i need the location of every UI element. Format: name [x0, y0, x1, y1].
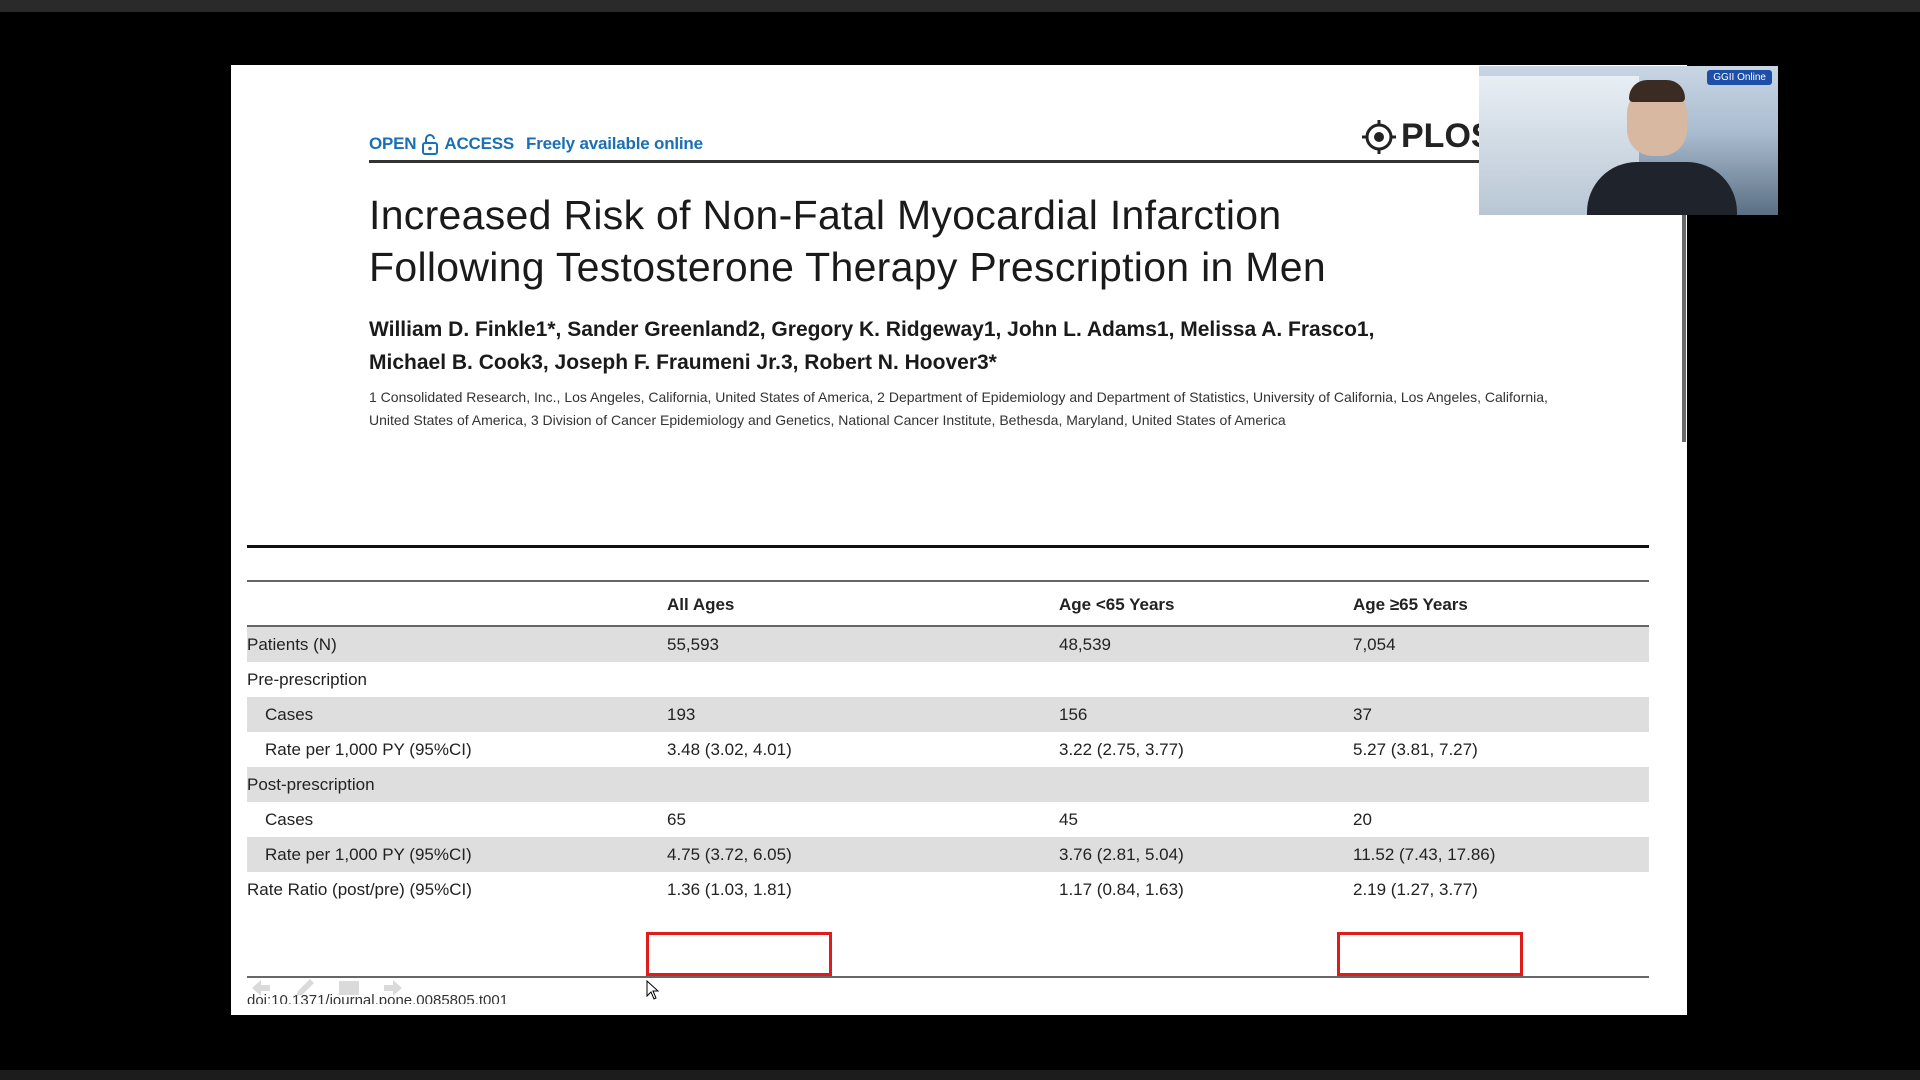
presenter-video[interactable]: GGII Online [1479, 66, 1778, 215]
authors-line-1: William D. Finkle1*, Sander Greenland2, … [369, 318, 1375, 341]
table-header-row: All Ages Age <65 Years Age ≥65 Years [247, 585, 1649, 627]
table-cell: 4.75 (3.72, 6.05) [667, 844, 792, 864]
title-line-1: Increased Risk of Non-Fatal Myocardial I… [369, 192, 1282, 238]
table-cell: 156 [1059, 704, 1088, 724]
highlight-box-age-65-plus [1337, 932, 1523, 976]
open-access-banner: OPEN ACCESS Freely available online [369, 133, 703, 155]
top-bar [0, 0, 1920, 12]
row-label: Cases [265, 809, 314, 829]
row-label: Patients (N) [247, 634, 337, 654]
row-label: Rate per 1,000 PY (95%CI) [265, 844, 472, 864]
table-cell: 11.52 (7.43, 17.86) [1353, 844, 1496, 864]
table-doi: doi:10.1371/journal.pone.0085805.t001 [247, 992, 509, 1004]
table-cell: 3.22 (2.75, 3.77) [1059, 739, 1184, 759]
access-label: ACCESS [444, 134, 515, 153]
table-rule [247, 580, 1649, 582]
table-cell: 1.36 (1.03, 1.81) [667, 879, 792, 899]
freely-available-label: Freely available online [526, 134, 703, 153]
row-label: Pre-prescription [247, 669, 367, 689]
table-cell: 7,054 [1353, 634, 1396, 654]
row-label: Post-prescription [247, 774, 375, 794]
presentation-slide: OPEN ACCESS Freely available online PLOS… [231, 65, 1687, 1015]
table-cell: 2.19 (1.27, 3.77) [1353, 879, 1478, 899]
journal-logo: PLOS [1361, 117, 1494, 156]
table-top-rule [247, 545, 1649, 548]
authors-line-2: Michael B. Cook3, Joseph F. Fraumeni Jr.… [369, 351, 997, 374]
header-all-ages: All Ages [667, 595, 735, 614]
table-row: Cases 65 45 20 [247, 802, 1649, 837]
slides-icon[interactable] [337, 977, 361, 999]
table-row: Rate Ratio (post/pre) (95%CI) 1.36 (1.03… [247, 872, 1649, 907]
bottom-bar [0, 1070, 1920, 1080]
plos-logo-icon [1362, 119, 1396, 154]
table-row: Pre-prescription [247, 662, 1649, 697]
video-badge: GGII Online [1707, 70, 1772, 85]
previous-slide-icon[interactable] [249, 977, 273, 999]
table-cell: 193 [667, 704, 696, 724]
table-row: Patients (N) 55,593 48,539 7,054 [247, 627, 1649, 662]
table-cell: 5.27 (3.81, 7.27) [1353, 739, 1478, 759]
affiliations: 1 Consolidated Research, Inc., Los Angel… [369, 389, 1548, 428]
results-table: All Ages Age <65 Years Age ≥65 Years Pat… [247, 585, 1649, 907]
table-cell: 3.48 (3.02, 4.01) [667, 739, 792, 759]
open-lock-icon [422, 134, 439, 155]
presenter-body [1587, 162, 1737, 215]
table-cell: 65 [667, 809, 686, 829]
highlight-box-all-ages [646, 932, 832, 976]
table-cell: 55,593 [667, 634, 719, 654]
slide-controls [249, 977, 405, 999]
table-row: Rate per 1,000 PY (95%CI) 3.48 (3.02, 4.… [247, 732, 1649, 767]
table-row: Post-prescription [247, 767, 1649, 802]
table-row: Cases 193 156 37 [247, 697, 1649, 732]
header-age-under-65: Age <65 Years [1059, 595, 1175, 614]
row-label: Rate Ratio (post/pre) (95%CI) [247, 879, 472, 899]
header-divider [369, 160, 1509, 163]
presenter-hair [1629, 80, 1685, 102]
table-bottom-rule [247, 976, 1649, 978]
paper-title: Increased Risk of Non-Fatal Myocardial I… [369, 189, 1509, 293]
table-cell: 1.17 (0.84, 1.63) [1059, 879, 1184, 899]
slide-scrollbar[interactable] [1682, 210, 1686, 442]
row-label: Cases [265, 704, 314, 724]
table-row: Rate per 1,000 PY (95%CI) 4.75 (3.72, 6.… [247, 837, 1649, 872]
open-label: OPEN [369, 134, 417, 153]
table-cell: 45 [1059, 809, 1078, 829]
pen-icon[interactable] [293, 977, 317, 999]
table-cell: 48,539 [1059, 634, 1111, 654]
row-label: Rate per 1,000 PY (95%CI) [265, 739, 472, 759]
title-line-2: Following Testosterone Therapy Prescript… [369, 244, 1326, 290]
next-slide-icon[interactable] [381, 977, 405, 999]
header-age-65-plus: Age ≥65 Years [1353, 595, 1468, 614]
author-list: William D. Finkle1*, Sander Greenland2, … [369, 313, 1529, 379]
table-cell: 37 [1353, 704, 1372, 724]
table-cell: 3.76 (2.81, 5.04) [1059, 844, 1184, 864]
journal-logo-text: PLOS [1401, 117, 1494, 155]
table-cell: 20 [1353, 809, 1372, 829]
mouse-cursor-icon [646, 980, 660, 1000]
